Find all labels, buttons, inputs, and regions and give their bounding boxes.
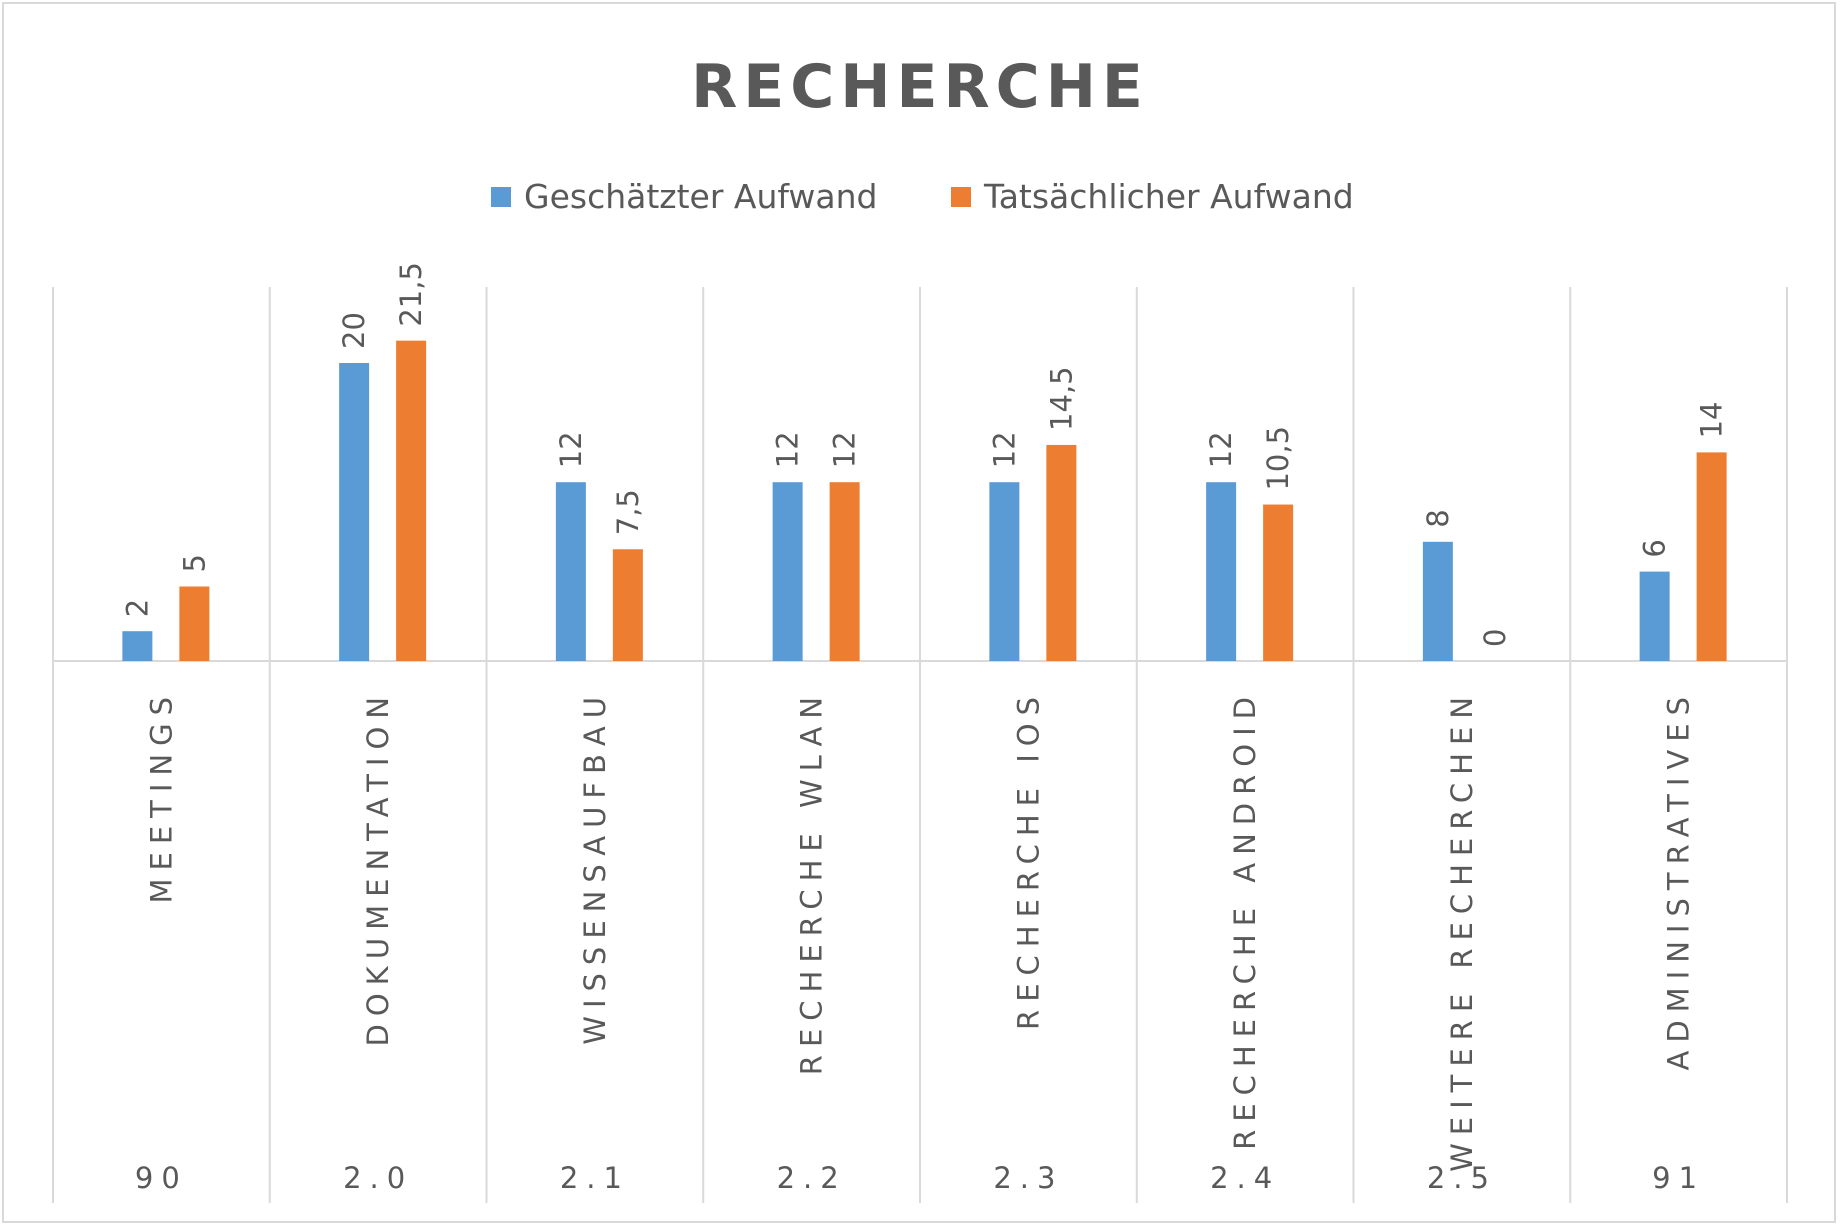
data-label: 12 — [987, 431, 1021, 468]
category-code: 2.4 — [1210, 1161, 1280, 1195]
legend-swatch-1 — [491, 187, 511, 207]
category-code: 90 — [135, 1161, 188, 1195]
chart-title: RECHERCHE — [691, 52, 1149, 122]
data-label: 5 — [177, 554, 211, 572]
bar-1-8 — [1639, 571, 1670, 661]
legend-swatch-2 — [951, 187, 971, 207]
category-label: RECHERCHE IOS — [1011, 689, 1045, 1030]
bar-2-8 — [1696, 452, 1727, 661]
bar-1-6 — [1206, 482, 1237, 661]
data-labels: 2 20 12 12 12 12 8 6 5 21,5 7,5 12 14,5 10,5 0 14 — [120, 262, 1728, 647]
bar-2-3 — [612, 549, 643, 661]
bar-1-1 — [122, 631, 153, 661]
bar-1-4 — [772, 482, 803, 661]
bar-2-2 — [396, 340, 427, 661]
legend-label-2: Tatsächlicher Aufwand — [983, 177, 1354, 216]
category-code: 91 — [1652, 1161, 1705, 1195]
data-label: 10,5 — [1261, 426, 1295, 491]
category-code: 2.2 — [777, 1161, 847, 1195]
data-label: 12 — [828, 431, 862, 468]
category-label: DOKUMENTATION — [361, 689, 395, 1047]
category-code: 2.3 — [993, 1161, 1063, 1195]
category-grid — [52, 287, 1788, 1203]
category-label: ADMINISTRATIVES — [1662, 689, 1696, 1071]
data-label: 14 — [1695, 401, 1729, 438]
data-label: 14,5 — [1044, 366, 1078, 431]
bar-1-2 — [339, 363, 370, 661]
data-label: 8 — [1421, 509, 1455, 527]
category-code: 2.1 — [560, 1161, 630, 1195]
legend: Geschätzter Aufwand Tatsächlicher Aufwand — [491, 177, 1354, 216]
bars — [122, 340, 1727, 661]
category-label: MEETINGS — [144, 689, 178, 904]
bar-2-4 — [829, 482, 860, 661]
data-label: 12 — [771, 431, 805, 468]
legend-label-1: Geschätzter Aufwand — [524, 177, 878, 216]
bar-1-3 — [555, 482, 586, 661]
bar-2-1 — [179, 586, 210, 661]
data-label: 21,5 — [394, 262, 428, 327]
category-label: RECHERCHE WLAN — [795, 689, 829, 1075]
category-code: 2.5 — [1427, 1161, 1497, 1195]
category-label: WISSENSAUFBAU — [578, 689, 612, 1045]
bar-2-6 — [1263, 504, 1294, 661]
category-labels: MEETINGS 90 DOKUMENTATION 2.0 WISSENSAUFBAU 2… — [135, 689, 1705, 1195]
data-label: 7,5 — [611, 489, 645, 535]
data-label: 12 — [1204, 431, 1238, 468]
data-label: 2 — [120, 599, 154, 617]
category-label: RECHERCHE ANDROID — [1228, 689, 1262, 1150]
data-label: 0 — [1478, 629, 1512, 647]
category-code: 2.0 — [343, 1161, 413, 1195]
data-label: 6 — [1638, 539, 1672, 557]
bar-1-5 — [989, 482, 1020, 661]
category-label: WEITERE RECHERCHEN — [1445, 689, 1479, 1172]
bar-2-5 — [1046, 444, 1077, 661]
data-label: 12 — [554, 431, 588, 468]
bar-1-7 — [1422, 541, 1453, 661]
data-label: 20 — [337, 312, 371, 349]
